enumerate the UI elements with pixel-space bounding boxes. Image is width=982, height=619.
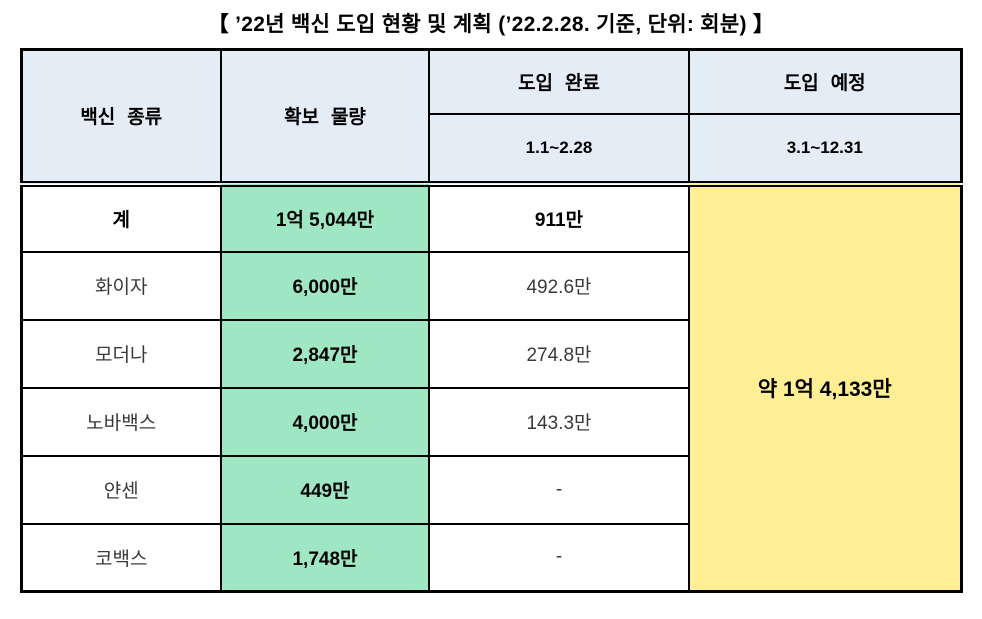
vaccine-name-cell: 노바백스 — [20, 386, 222, 457]
secured-quantity-cell: 6,000만 — [220, 250, 430, 321]
header-completed-period: 1.1~2.28 — [428, 112, 690, 187]
header-secured-quantity: 확보 물량 — [220, 48, 430, 187]
table-row-novavax: 노바백스 4,000만 143.3만 — [20, 386, 961, 457]
table-row-pfizer: 화이자 6,000만 492.6만 — [20, 250, 961, 321]
vaccine-import-table: 백신 종류 확보 물량 도입 완료 도입 예정 1.1~2.28 3.1~12.… — [19, 48, 963, 593]
header-import-planned: 도입 예정 — [688, 48, 962, 115]
completed-quantity-cell: 274.8만 — [428, 318, 690, 389]
secured-quantity-cell: 4,000만 — [220, 386, 430, 457]
table-row-moderna: 모더나 2,847만 274.8만 — [20, 318, 961, 389]
vaccine-name-cell: 얀센 — [20, 454, 222, 525]
vaccine-name-cell: 계 — [20, 182, 222, 253]
completed-quantity-cell: - — [428, 522, 690, 593]
header-vaccine-type: 백신 종류 — [20, 48, 222, 187]
table-body: 계 1억 5,044만 911만 약 1억 4,133만 화이자 6,000만 … — [20, 182, 962, 593]
completed-quantity-cell: 143.3만 — [428, 386, 690, 457]
table-row-total: 계 1억 5,044만 911만 약 1억 4,133만 — [20, 182, 962, 593]
table-row-janssen: 얀센 449만 - — [20, 454, 961, 525]
page-title: 【 ’22년 백신 도입 현황 및 계획 (’22.2.28. 기준, 단위: … — [207, 13, 775, 36]
vaccine-name-cell: 코백스 — [20, 522, 222, 593]
planned-total-cell: 약 1억 4,133만 — [688, 182, 962, 593]
header-import-completed: 도입 완료 — [428, 48, 690, 115]
completed-quantity-cell: 492.6만 — [428, 250, 690, 321]
secured-quantity-cell: 1,748만 — [220, 522, 430, 593]
secured-quantity-cell: 2,847만 — [220, 318, 430, 389]
table-header: 백신 종류 확보 물량 도입 완료 도입 예정 1.1~2.28 3.1~12.… — [20, 48, 962, 187]
vaccine-name-cell: 화이자 — [20, 250, 222, 321]
header-planned-period: 3.1~12.31 — [688, 112, 962, 187]
secured-quantity-cell: 1억 5,044만 — [220, 182, 430, 253]
vaccine-name-cell: 모더나 — [20, 318, 222, 389]
table-row-covax: 코백스 1,748만 - — [20, 522, 961, 593]
header-row-periods: 1.1~2.28 3.1~12.31 — [21, 112, 962, 187]
secured-quantity-cell: 449만 — [220, 454, 430, 525]
completed-quantity-cell: 911만 — [428, 182, 690, 253]
header-row-main: 백신 종류 확보 물량 도입 완료 도입 예정 — [20, 48, 962, 187]
completed-quantity-cell: - — [428, 454, 690, 525]
